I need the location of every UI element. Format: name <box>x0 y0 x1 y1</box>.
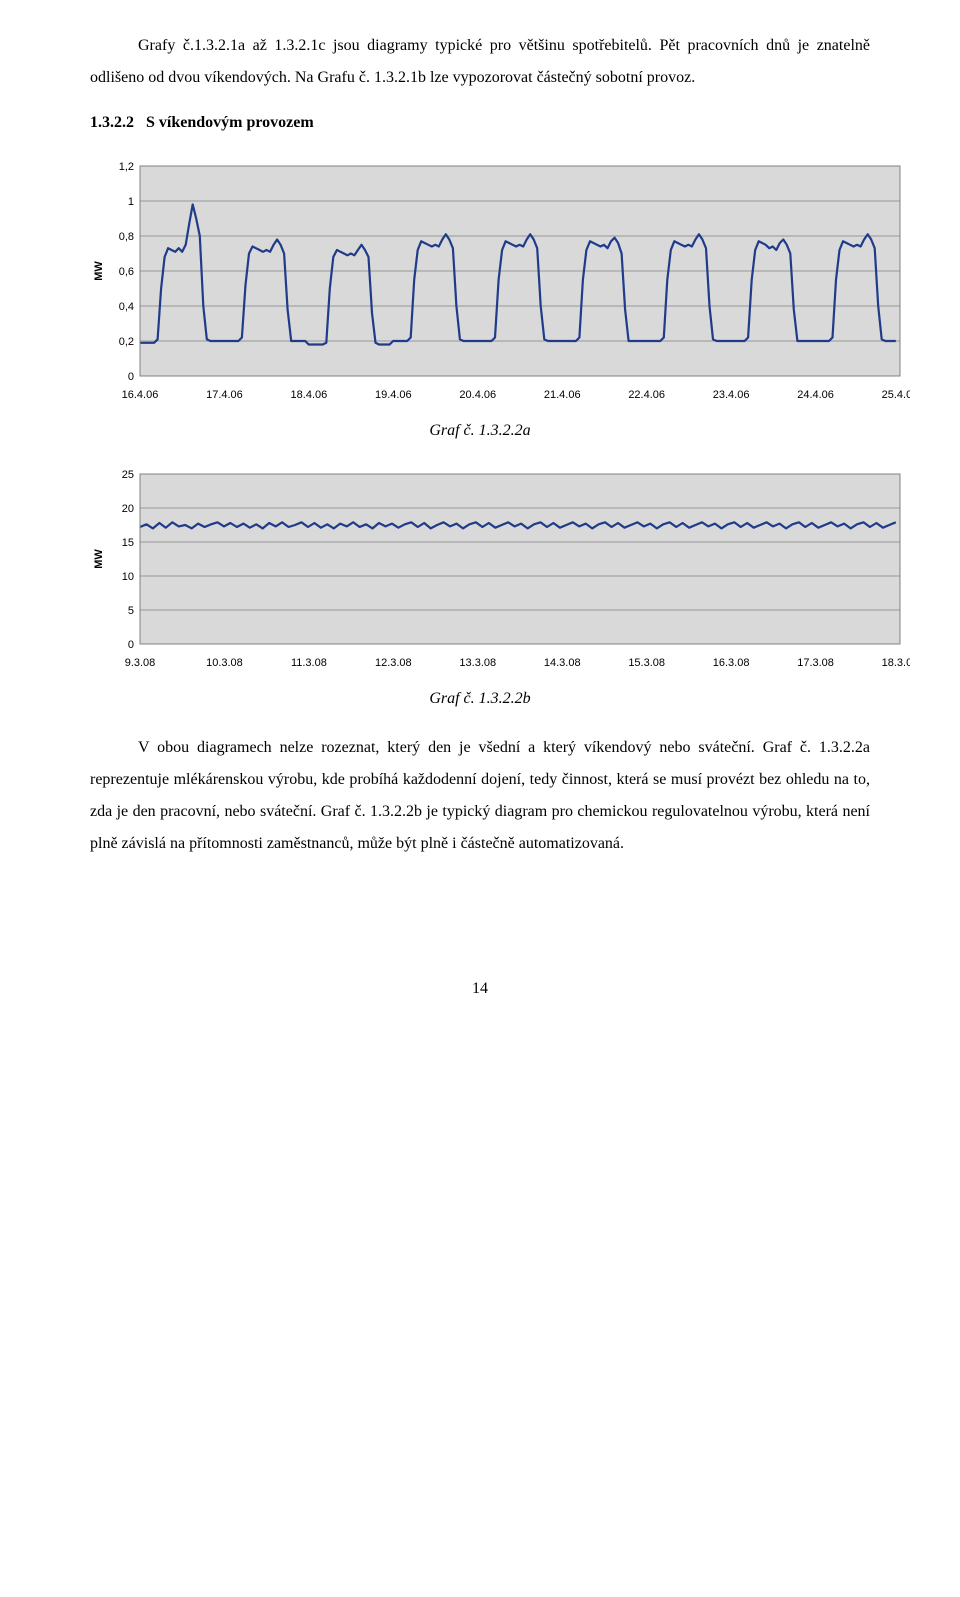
chart-1-svg: 0 0,2 0,4 0,6 0,8 1 1,2 MW 16.4.06 17.4.06 18.4.06… <box>90 156 910 406</box>
svg-text:18.4.06: 18.4.06 <box>291 389 328 401</box>
svg-text:21.4.06: 21.4.06 <box>544 389 581 401</box>
svg-text:15.3.08: 15.3.08 <box>628 657 665 669</box>
page-number: 14 <box>90 980 870 998</box>
svg-text:25: 25 <box>122 469 134 481</box>
svg-text:12.3.08: 12.3.08 <box>375 657 412 669</box>
section-heading: 1.3.2.2 S víkendovým provozem <box>90 114 870 132</box>
svg-text:MW: MW <box>93 261 105 281</box>
body-paragraph: V obou diagramech nelze rozeznat, který … <box>90 732 870 860</box>
svg-text:1,2: 1,2 <box>119 161 134 173</box>
chart-2: 0 5 10 15 20 25 MW 9.3.08 10.3.08 11.3.08 12.3.08 1… <box>90 464 870 674</box>
svg-text:0,8: 0,8 <box>119 231 134 243</box>
svg-text:20: 20 <box>122 503 134 515</box>
svg-text:0,2: 0,2 <box>119 336 134 348</box>
chart-1: 0 0,2 0,4 0,6 0,8 1 1,2 MW 16.4.06 17.4.06 18.4.06… <box>90 156 870 406</box>
section-number: 1.3.2.2 <box>90 114 134 131</box>
svg-text:15: 15 <box>122 537 134 549</box>
svg-text:24.4.06: 24.4.06 <box>797 389 834 401</box>
svg-text:0: 0 <box>128 371 134 383</box>
svg-text:16.3.08: 16.3.08 <box>713 657 750 669</box>
intro-paragraph: Grafy č.1.3.2.1a až 1.3.2.1c jsou diagra… <box>90 30 870 94</box>
svg-text:0,4: 0,4 <box>119 301 134 313</box>
svg-text:11.3.08: 11.3.08 <box>291 657 327 669</box>
svg-text:17.3.08: 17.3.08 <box>797 657 834 669</box>
svg-text:10: 10 <box>122 571 134 583</box>
svg-text:10.3.08: 10.3.08 <box>206 657 243 669</box>
svg-text:25.4.06: 25.4.06 <box>882 389 910 401</box>
svg-text:20.4.06: 20.4.06 <box>459 389 496 401</box>
svg-text:9.3.08: 9.3.08 <box>125 657 156 669</box>
chart-1-caption: Graf č. 1.3.2.2a <box>90 422 870 440</box>
svg-text:13.3.08: 13.3.08 <box>459 657 496 669</box>
svg-text:23.4.06: 23.4.06 <box>713 389 750 401</box>
svg-text:1: 1 <box>128 196 134 208</box>
svg-text:22.4.06: 22.4.06 <box>628 389 665 401</box>
svg-text:18.3.08: 18.3.08 <box>882 657 910 669</box>
chart-2-caption: Graf č. 1.3.2.2b <box>90 690 870 708</box>
svg-text:5: 5 <box>128 605 134 617</box>
svg-text:19.4.06: 19.4.06 <box>375 389 412 401</box>
svg-text:0: 0 <box>128 639 134 651</box>
svg-text:16.4.06: 16.4.06 <box>122 389 159 401</box>
svg-text:17.4.06: 17.4.06 <box>206 389 243 401</box>
svg-text:14.3.08: 14.3.08 <box>544 657 581 669</box>
svg-text:0,6: 0,6 <box>119 266 134 278</box>
section-title: S víkendovým provozem <box>146 114 314 131</box>
svg-text:MW: MW <box>93 549 105 569</box>
chart-2-svg: 0 5 10 15 20 25 MW 9.3.08 10.3.08 11.3.08 12.3.08 1… <box>90 464 910 674</box>
